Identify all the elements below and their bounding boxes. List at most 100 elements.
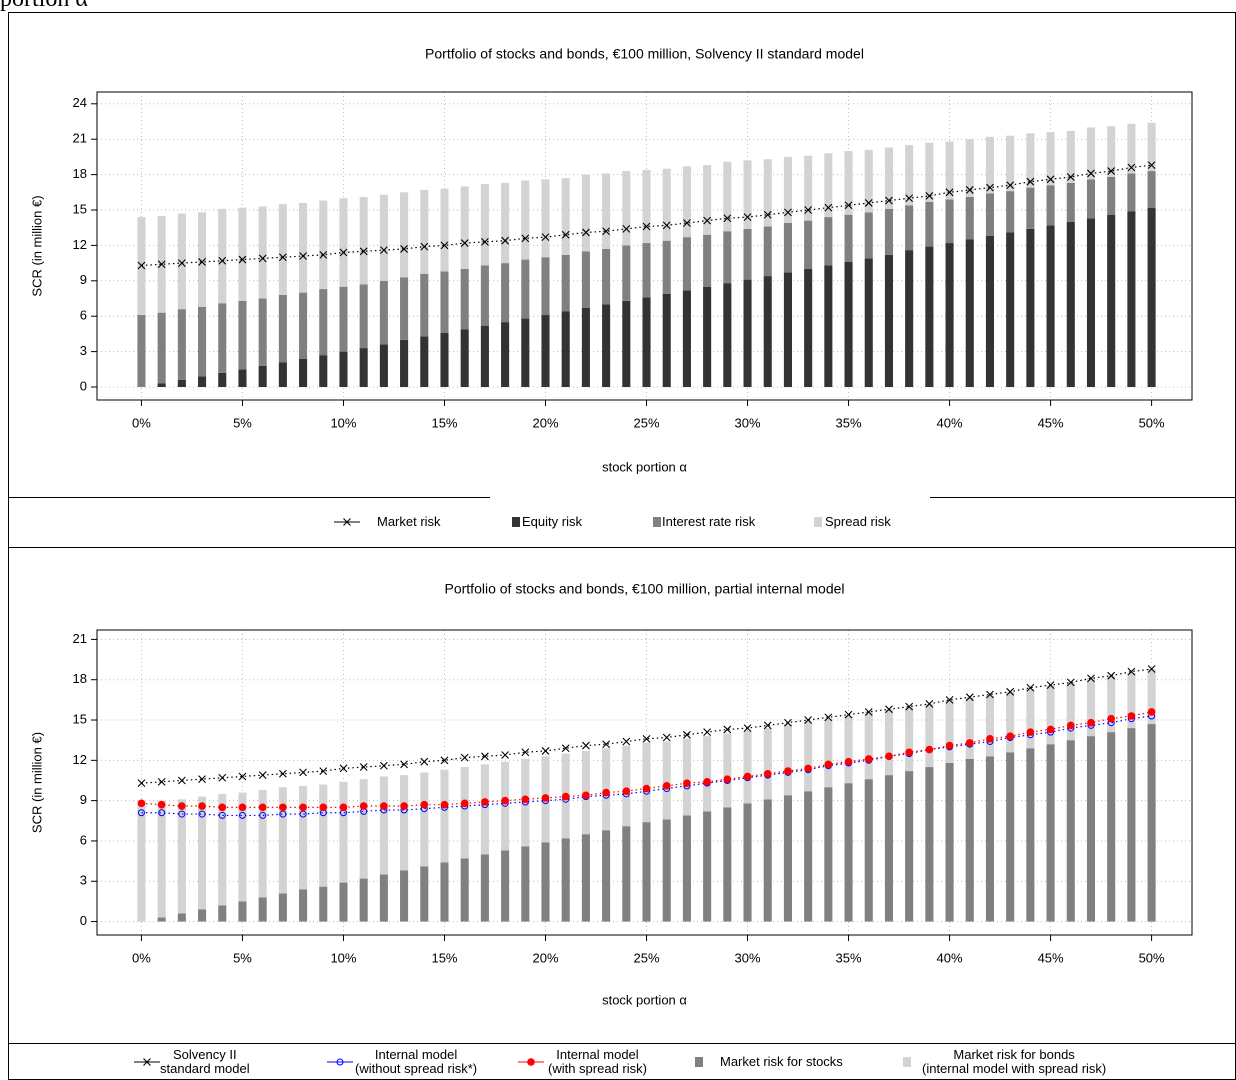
bar-segment — [682, 237, 691, 291]
marker-x — [703, 216, 712, 225]
bar-segment — [177, 799, 186, 914]
bar-segment — [682, 290, 691, 388]
bar-segment — [804, 155, 813, 221]
marker-x — [1026, 177, 1035, 186]
bar-segment — [1147, 724, 1156, 922]
marker-x — [481, 237, 489, 246]
bar-segment — [864, 779, 873, 922]
bar-segment — [824, 153, 833, 218]
bar-segment — [723, 231, 732, 284]
bar-segment — [157, 917, 166, 922]
bar-segment — [581, 174, 590, 252]
bar-segment — [339, 882, 348, 922]
marker-dot — [662, 782, 671, 790]
marker-dot — [279, 803, 287, 812]
marker-x — [905, 194, 914, 203]
bar-segment — [844, 151, 853, 215]
marker-x — [844, 710, 853, 719]
x-tick-label: 35% — [836, 415, 862, 430]
bar-segment — [359, 348, 368, 388]
marker-x — [400, 760, 408, 769]
x-tick-label: 25% — [634, 950, 660, 965]
marker-x — [379, 246, 388, 255]
x-tick-label: 50% — [1139, 415, 1165, 430]
marker-circle — [178, 810, 186, 818]
marker-dot — [683, 779, 691, 787]
bar-segment — [501, 850, 510, 922]
legend-label: Market risk — [377, 514, 441, 529]
bar-segment — [985, 235, 995, 388]
bar-segment — [238, 207, 247, 301]
bar-segment — [662, 819, 671, 922]
bar-segment — [339, 286, 348, 352]
bar-segment — [985, 756, 995, 922]
bar-segment — [1086, 218, 1096, 388]
bar-segment — [420, 336, 429, 388]
bar-segment — [299, 202, 308, 293]
marker-x — [541, 233, 550, 242]
bar-segment — [218, 208, 227, 304]
bar-segment — [945, 141, 954, 200]
bar-segment — [1127, 211, 1136, 388]
bar-segment — [1127, 173, 1136, 212]
bar-segment — [884, 208, 893, 255]
x-tick-label: 50% — [1139, 950, 1165, 965]
marker-x — [1026, 683, 1035, 692]
marker-dot — [602, 788, 610, 797]
bar-segment — [743, 803, 752, 922]
bar-segment — [1026, 689, 1035, 749]
bar-segment — [460, 186, 469, 270]
bar-segment — [379, 874, 388, 922]
bar-segment — [824, 718, 833, 788]
bar-segment — [965, 139, 974, 198]
legend-swatch — [695, 1057, 703, 1067]
plot-area — [96, 629, 1193, 936]
bar-segment — [198, 909, 207, 922]
bar-segment — [541, 315, 550, 388]
x-tick-label: 0% — [132, 415, 151, 430]
bar-segment — [703, 811, 712, 922]
bar-segment — [541, 257, 550, 316]
y-tick-label: 15 — [73, 201, 87, 216]
marker-x — [137, 261, 146, 270]
plot-area — [96, 91, 1193, 401]
bar-segment — [1026, 748, 1035, 922]
marker-x — [258, 771, 267, 779]
bar-segment — [319, 289, 328, 356]
bar-segment — [763, 276, 772, 388]
bar-segment — [905, 205, 914, 251]
marker-dot — [339, 803, 348, 812]
marker-dot — [359, 802, 368, 810]
bar-segment — [440, 862, 449, 922]
bar-segment — [238, 300, 247, 370]
bar-segment — [662, 293, 671, 388]
bar-segment — [420, 189, 429, 274]
bar-segment — [1107, 675, 1116, 733]
bar-segment — [420, 772, 429, 867]
marker-x — [157, 260, 166, 269]
marker-x — [319, 767, 328, 775]
marker-dot — [218, 803, 227, 812]
bar-segment — [198, 212, 207, 307]
bar-segment — [743, 730, 752, 804]
marker-x — [1107, 671, 1116, 680]
marker-x — [1066, 678, 1075, 687]
y-tick-label: 6 — [80, 308, 87, 323]
bar-segment — [278, 787, 287, 894]
bar-segment — [824, 217, 833, 266]
bar-segment — [905, 145, 914, 206]
bar-segment — [1066, 682, 1075, 741]
x-tick-label: 35% — [836, 950, 862, 965]
bar-segment — [1086, 179, 1096, 219]
bar-segment — [177, 913, 186, 922]
marker-x — [198, 775, 206, 784]
bar-segment — [723, 283, 732, 388]
bar-segment — [157, 312, 166, 384]
bar-segment — [1006, 752, 1015, 922]
marker-x — [763, 210, 772, 219]
marker-x — [743, 213, 752, 221]
bar-segment — [1066, 221, 1075, 388]
marker-x — [460, 239, 469, 247]
bar-segment — [521, 259, 530, 319]
